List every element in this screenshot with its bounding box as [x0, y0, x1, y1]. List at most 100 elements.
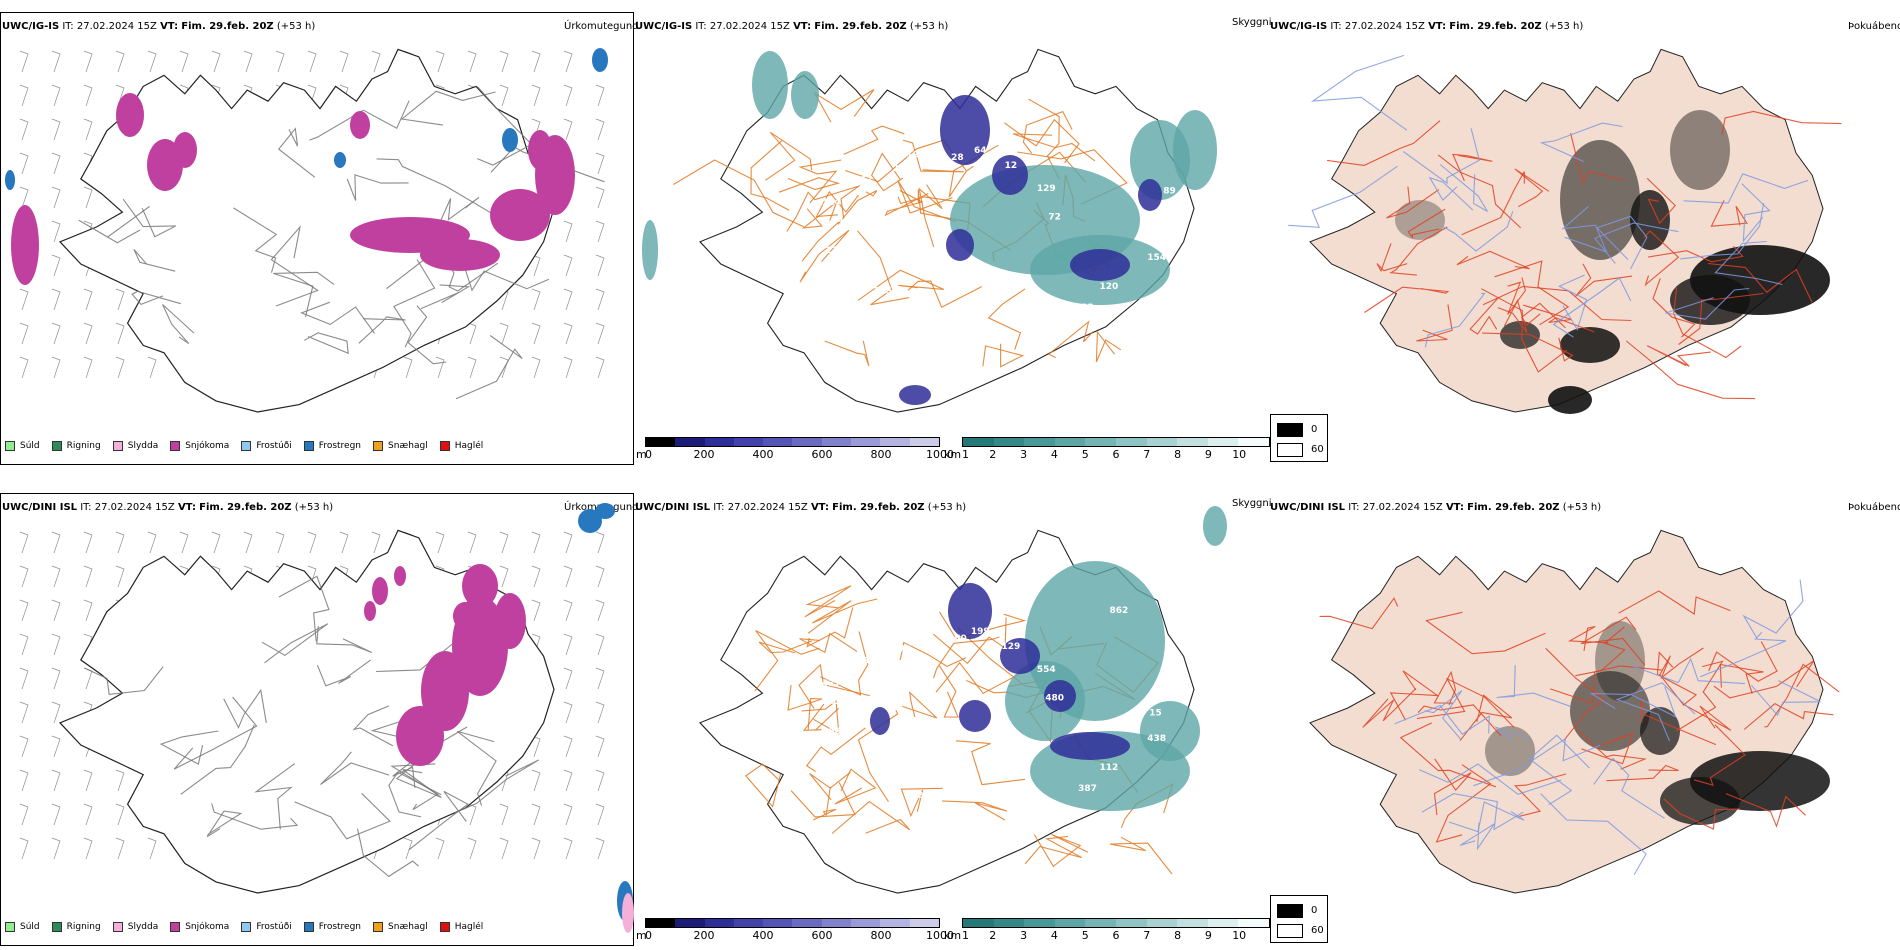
scale-cell [1085, 919, 1116, 927]
road-line [1433, 670, 1457, 706]
road-line [758, 640, 812, 654]
visibility-map: 72 87 64 33 124 129 360 192 154 131 12 208 162 89 155 2… [642, 48, 1217, 413]
wind-barb [595, 186, 605, 209]
scale-ticks: 1 2 3 4 5 6 7 8 9 10 [962, 928, 1270, 942]
road-line [815, 190, 859, 218]
field-blob [334, 152, 346, 168]
road-line [1421, 793, 1524, 831]
road-line [316, 659, 372, 687]
field-blob [1500, 321, 1540, 349]
row2-vis-km-scale: 1 2 3 4 5 6 7 8 9 10 [962, 918, 1270, 942]
wind-barb [19, 531, 29, 554]
road-line [1596, 215, 1648, 270]
road-line [131, 290, 181, 306]
scale-tick-label: 600 [811, 929, 833, 942]
wind-barb [83, 356, 93, 379]
legend-swatch [373, 922, 384, 932]
road-line [1473, 737, 1601, 787]
wind-barb [435, 531, 445, 554]
road-line [1576, 729, 1647, 770]
legend-label: Frostregn [318, 922, 362, 932]
fog-key-label: 0 [1311, 424, 1318, 435]
legend-label: Haglél [454, 922, 484, 932]
wind-barb [51, 803, 61, 826]
wind-barb [115, 288, 125, 311]
wind-barb [51, 322, 61, 345]
road-line [744, 763, 782, 808]
road-line [1545, 647, 1606, 741]
wind-barb [499, 50, 509, 73]
visibility-value-label: 360 [917, 310, 936, 320]
road-line [159, 730, 219, 765]
road-line [899, 641, 967, 668]
row2-precip-panel [0, 493, 634, 946]
wind-barb [83, 565, 93, 588]
road-line [857, 230, 910, 306]
road-line [454, 759, 539, 814]
scale-tick-label: 4 [1050, 929, 1058, 942]
road-line [1663, 798, 1741, 830]
road-line [420, 284, 471, 310]
road-line [1652, 278, 1696, 338]
scale-tick-label: 6 [1112, 929, 1120, 942]
field-blob [1000, 638, 1040, 674]
field-blob [350, 111, 370, 139]
fog-key-swatch [1277, 924, 1303, 938]
legend-swatch [373, 441, 384, 451]
field-blob [394, 566, 406, 586]
road-line [400, 90, 496, 126]
road-line [804, 585, 852, 618]
scale-cell [733, 919, 764, 927]
road-line [1699, 631, 1787, 678]
legend-swatch [170, 441, 181, 451]
visibility-value-label: 85 [853, 259, 866, 269]
scale-cell [851, 919, 881, 927]
wind-barb [51, 769, 61, 792]
road-line [1693, 724, 1746, 787]
road-line [857, 709, 899, 802]
wind-barb [531, 803, 541, 826]
wind-barb [403, 837, 413, 860]
scale-cell [1146, 919, 1178, 927]
visibility-value-label: 131 [825, 246, 844, 256]
road-line [1012, 133, 1096, 162]
wind-barb [563, 84, 573, 107]
fog-map [1309, 529, 1840, 894]
wind-barb [467, 356, 477, 379]
road-line [1310, 54, 1408, 131]
visibility-value-label: 154 [1147, 253, 1166, 263]
field-blob [494, 593, 526, 649]
scale-tick-label: 2 [989, 448, 997, 461]
scale-tick-label: 1000 [926, 929, 954, 942]
row1-vis-km-scale: 1 2 3 4 5 6 7 8 9 10 [962, 437, 1270, 461]
road-line [1095, 330, 1122, 363]
legend-swatch [5, 441, 15, 451]
wind-barb [595, 288, 605, 311]
wind-barb [51, 50, 61, 73]
field-blob [1670, 110, 1730, 190]
scale-tick-label: 8 [1174, 929, 1182, 942]
row2-vis-m-unit: m [636, 929, 647, 942]
road-line [1459, 694, 1513, 742]
wind-barb [19, 667, 29, 690]
wind-barb [563, 803, 573, 826]
road-line [1514, 168, 1550, 208]
scale-cell [1085, 438, 1116, 446]
road-line [1570, 132, 1625, 185]
scale-cells [645, 437, 940, 447]
legend-swatch [439, 922, 450, 932]
visibility-value-label: 129 [1037, 184, 1056, 194]
road-line [223, 688, 267, 729]
row1-precip-title: Úrkomutegund [564, 21, 639, 32]
road-line [1496, 665, 1571, 707]
field-blob [1140, 701, 1200, 761]
legend-swatch [439, 441, 450, 451]
road-line [270, 225, 319, 307]
road-line [1615, 682, 1696, 742]
wind-barb [595, 322, 605, 345]
road-line [786, 185, 859, 232]
field-blob [1203, 506, 1227, 546]
scale-tick-label: 400 [752, 929, 774, 942]
road-line [316, 626, 373, 654]
road-line [1417, 704, 1502, 737]
